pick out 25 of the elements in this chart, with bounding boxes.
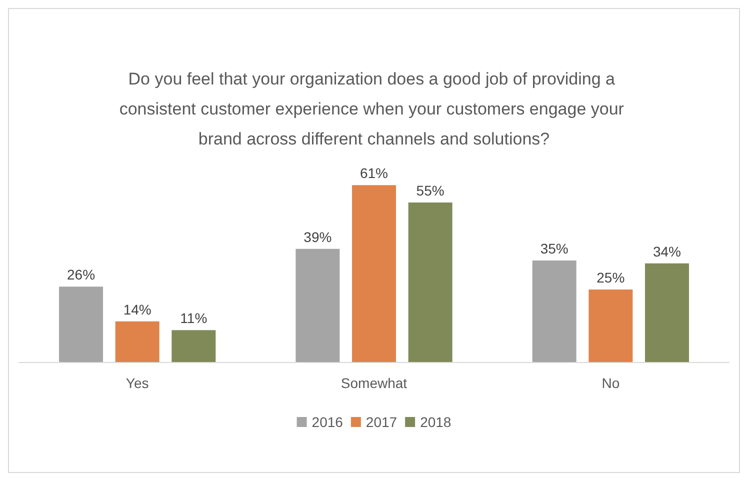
bar <box>532 260 576 362</box>
bar <box>352 185 396 362</box>
bar <box>115 321 160 362</box>
x-tick-label: Somewhat <box>340 375 408 391</box>
bar <box>644 263 689 362</box>
data-label: 11% <box>180 310 208 326</box>
chart-title: Do you feel that your organization does a good job of providing a consistent customer experience when your customers engage your brand across different channels and solutions? <box>119 70 629 148</box>
data-label: 55% <box>416 182 444 198</box>
legend-label: 2016 <box>312 414 344 430</box>
bar <box>296 248 340 362</box>
bar <box>408 202 452 362</box>
data-label: 61% <box>360 165 388 182</box>
bar <box>172 330 216 362</box>
legend-label: 2017 <box>366 414 398 430</box>
bar <box>588 290 633 362</box>
bar <box>59 286 104 362</box>
x-tick-label: No <box>602 375 620 391</box>
data-label: 34% <box>652 243 681 260</box>
data-label: 39% <box>304 228 332 245</box>
data-label: 14% <box>123 301 152 318</box>
legend-label: 2018 <box>420 414 452 430</box>
data-label: 25% <box>596 270 625 286</box>
data-label: 35% <box>540 240 568 256</box>
x-tick-label: Yes <box>126 375 149 391</box>
data-label: 26% <box>67 266 96 283</box>
